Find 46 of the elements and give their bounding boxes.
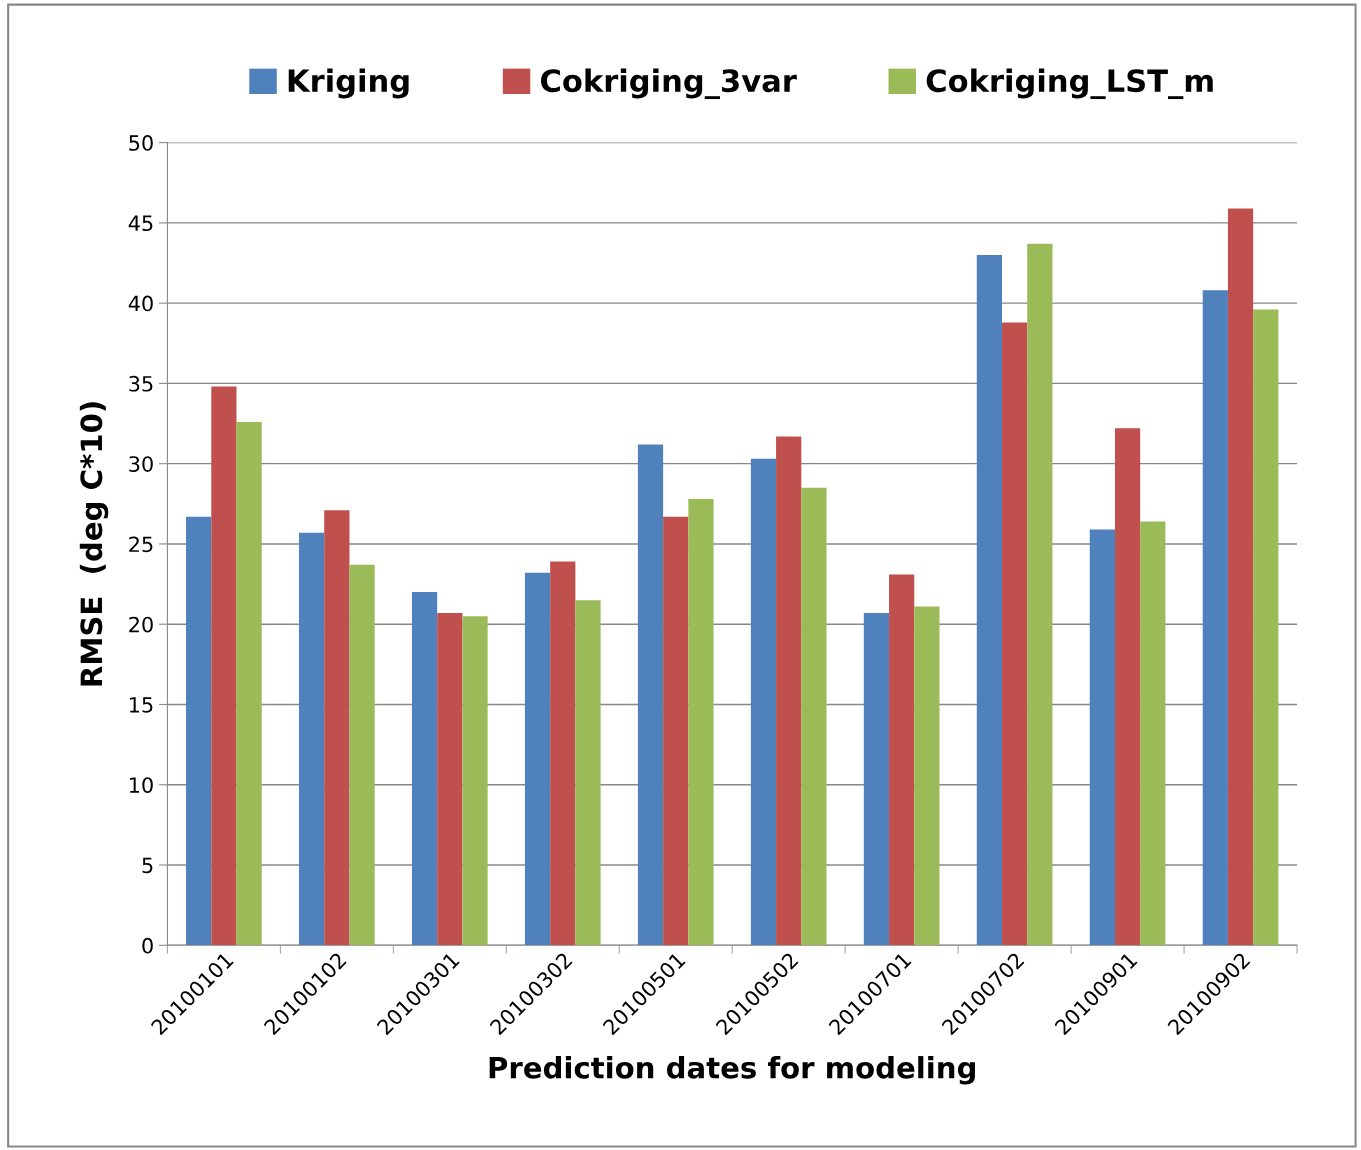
y-tick-label: 30 bbox=[129, 456, 153, 472]
y-tick-label: 25 bbox=[129, 536, 153, 553]
y-tick-label: 10 bbox=[129, 777, 153, 793]
y-tick-label: 35 bbox=[129, 375, 153, 392]
bar bbox=[524, 572, 551, 946]
y-axis-title: RMSE (deg C*10) bbox=[79, 402, 109, 686]
y-tick-label: 50 bbox=[129, 135, 153, 151]
bar bbox=[637, 444, 664, 946]
bar bbox=[1027, 243, 1053, 946]
bar bbox=[437, 612, 463, 946]
y-tick-label: 5 bbox=[142, 857, 153, 874]
y-tick-label: 20 bbox=[129, 616, 153, 633]
y-tick-label: 0 bbox=[142, 937, 153, 954]
bar bbox=[299, 532, 325, 946]
bar bbox=[688, 499, 714, 946]
bar bbox=[1089, 529, 1115, 946]
bar bbox=[324, 510, 350, 946]
bar bbox=[1114, 428, 1141, 946]
x-axis-title: Prediction dates for modeling bbox=[489, 1056, 975, 1085]
bar bbox=[1253, 309, 1279, 946]
bar bbox=[776, 436, 802, 946]
bar bbox=[914, 606, 940, 946]
bar bbox=[575, 600, 601, 946]
legend-label: Cokriging_3var bbox=[540, 68, 797, 100]
bar bbox=[801, 487, 827, 946]
y-tick-label: 40 bbox=[128, 295, 153, 312]
bar bbox=[1002, 322, 1028, 946]
bar bbox=[411, 592, 438, 946]
legend-label: Kriging bbox=[288, 68, 409, 99]
y-tick-label: 45 bbox=[128, 215, 153, 232]
bar bbox=[1202, 290, 1228, 946]
bar bbox=[663, 516, 689, 946]
y-tick-label: 15 bbox=[129, 697, 153, 713]
bar bbox=[211, 386, 237, 946]
bar bbox=[186, 516, 212, 946]
bar bbox=[889, 574, 915, 946]
bar bbox=[236, 421, 262, 946]
bar bbox=[462, 616, 488, 946]
legend-label: Cokriging_LST_m bbox=[926, 68, 1213, 100]
bar bbox=[863, 612, 890, 946]
bar bbox=[550, 561, 576, 946]
bar bbox=[976, 254, 1003, 946]
bar bbox=[1140, 521, 1166, 946]
bar bbox=[349, 564, 375, 946]
bar bbox=[1227, 208, 1254, 946]
bar bbox=[750, 458, 777, 946]
